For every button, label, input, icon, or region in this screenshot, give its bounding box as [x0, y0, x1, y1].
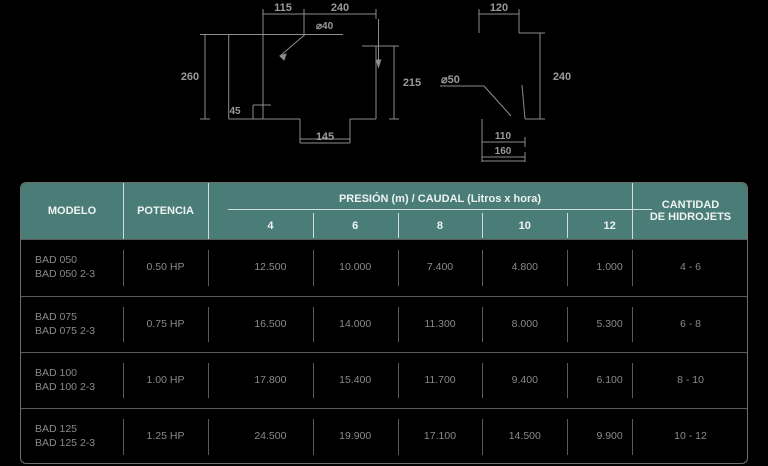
- svg-text:⌀40: ⌀40: [316, 21, 334, 32]
- svg-text:240: 240: [553, 71, 571, 83]
- svg-text:215: 215: [403, 77, 421, 89]
- svg-text:115: 115: [274, 2, 292, 14]
- svg-text:45: 45: [229, 106, 241, 117]
- svg-text:120: 120: [490, 2, 508, 14]
- svg-text:160: 160: [495, 146, 512, 157]
- svg-text:260: 260: [181, 71, 199, 83]
- svg-text:240: 240: [331, 2, 349, 14]
- svg-text:145: 145: [316, 131, 334, 143]
- svg-text:⌀50: ⌀50: [441, 74, 460, 86]
- svg-text:110: 110: [495, 131, 512, 142]
